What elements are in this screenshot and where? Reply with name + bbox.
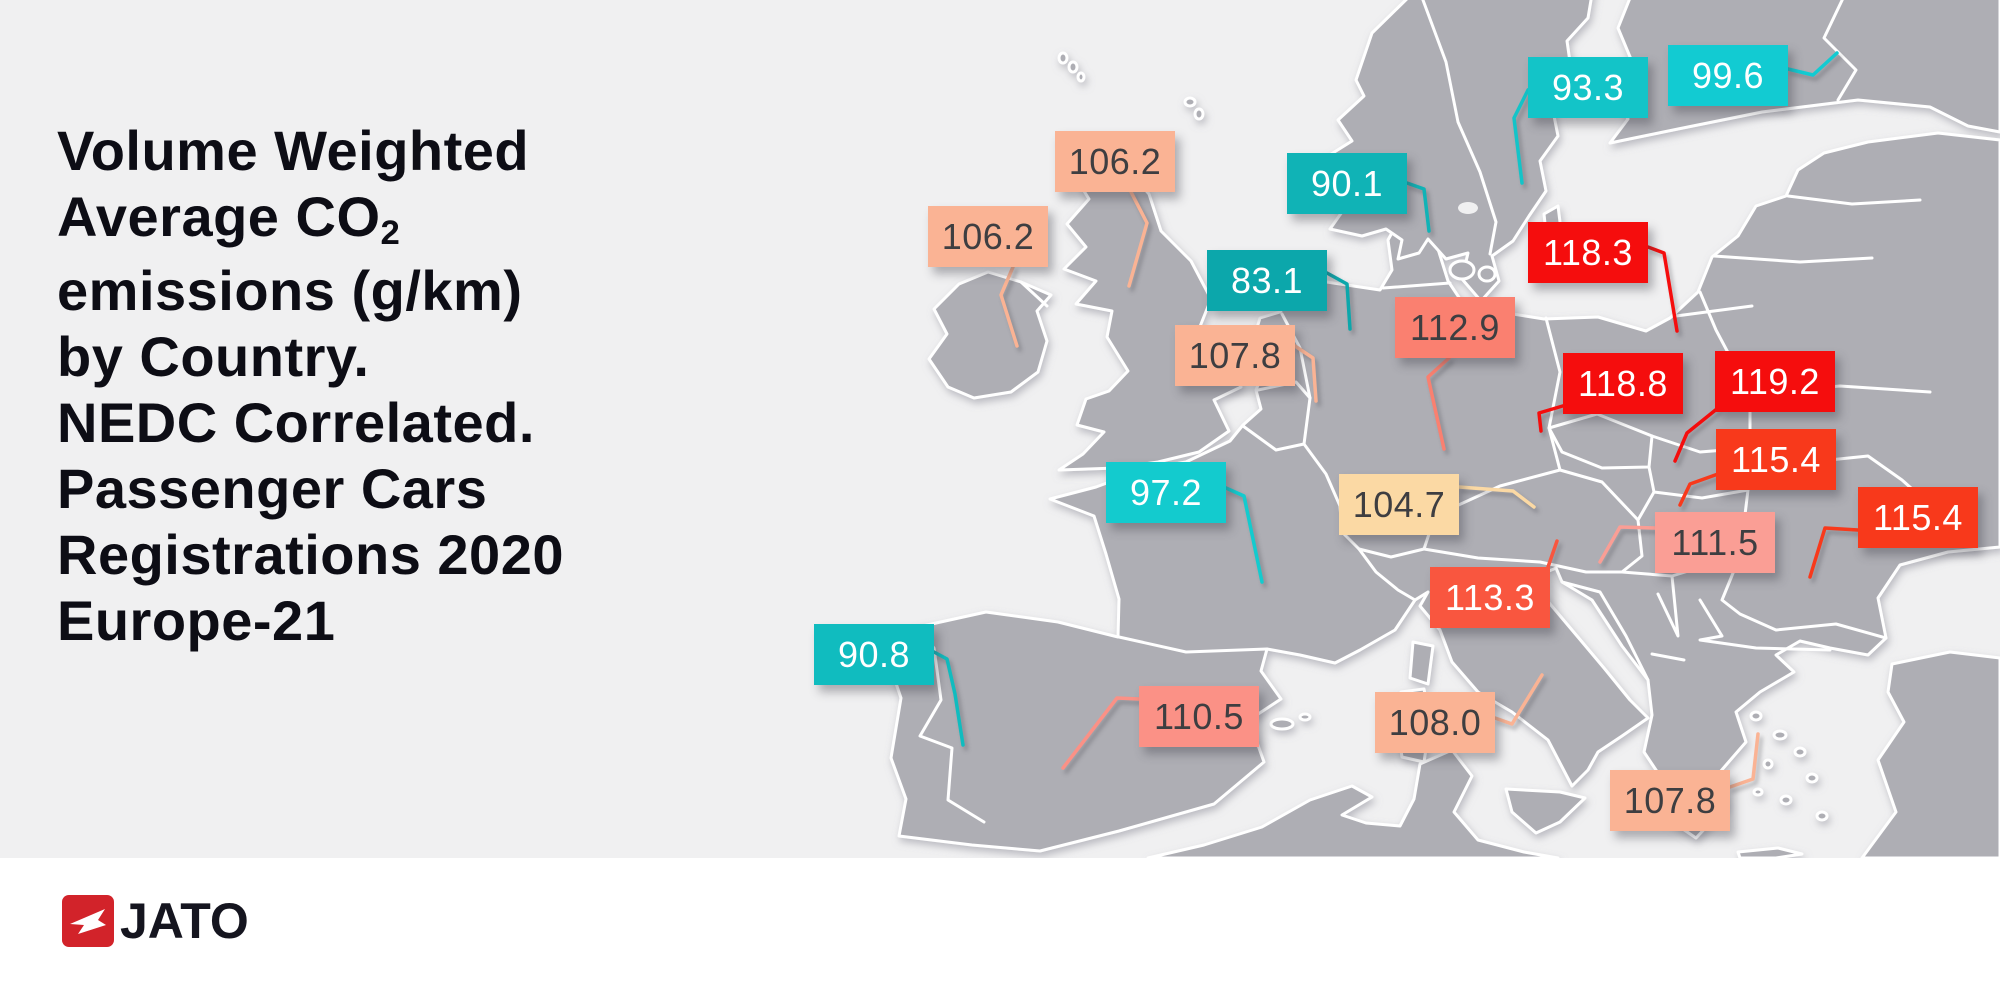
island-aegean-3 xyxy=(1793,746,1807,758)
map-label: 97.2 xyxy=(1106,462,1226,523)
island-zealand xyxy=(1448,259,1476,281)
island-aegean-7 xyxy=(1752,787,1764,797)
leader-line xyxy=(1405,181,1431,233)
leader-line xyxy=(999,265,1019,348)
leader-line xyxy=(1293,344,1318,403)
island-crete xyxy=(1736,846,1804,858)
map-label: 106.2 xyxy=(928,206,1048,267)
island-faroe-1 xyxy=(1057,51,1069,65)
landmass-scandinavia xyxy=(1322,0,1593,303)
leader-line xyxy=(1061,696,1141,770)
island-faroe-2 xyxy=(1067,60,1079,74)
leader-line xyxy=(1457,485,1536,509)
island-menorca xyxy=(1298,712,1312,722)
leader-line xyxy=(1598,525,1657,564)
island-mallorca xyxy=(1269,717,1295,731)
footer-band: JATO xyxy=(0,858,2000,982)
leader-line xyxy=(1646,245,1679,333)
leader-line xyxy=(1678,472,1720,507)
map-label: 112.9 xyxy=(1395,297,1515,358)
map-label: 118.8 xyxy=(1563,353,1683,414)
island-aegean-2 xyxy=(1772,729,1788,741)
title-line: Europe-21 xyxy=(57,589,336,652)
leader-line xyxy=(1512,88,1530,185)
map-label: 113.3 xyxy=(1430,567,1550,628)
subscript: 2 xyxy=(380,213,401,252)
map-label: 107.8 xyxy=(1175,325,1295,386)
island-aegean-4 xyxy=(1762,758,1774,770)
title-line: Registrations 2020 xyxy=(57,523,564,586)
map-label: 119.2 xyxy=(1715,351,1835,412)
map-label: 110.5 xyxy=(1139,686,1259,747)
leader-lines xyxy=(932,51,1860,789)
landmass-ireland xyxy=(927,270,1053,400)
island-funen xyxy=(1477,265,1497,283)
leader-line xyxy=(1728,732,1760,789)
island-faroe-3 xyxy=(1076,71,1086,83)
europe-map-area: Volume Weighted Average CO2 emissions (g/k… xyxy=(57,0,2000,858)
map-label: 108.0 xyxy=(1375,692,1495,753)
jato-arrow-icon xyxy=(62,895,114,947)
island-aegean-6 xyxy=(1779,794,1793,806)
leader-line xyxy=(1537,403,1568,433)
map-label: 111.5 xyxy=(1655,512,1775,573)
title-line: Passenger Cars xyxy=(57,457,488,520)
leader-line xyxy=(1786,51,1839,77)
title-line: Average CO2 xyxy=(57,185,401,252)
title-line: emissions (g/km) xyxy=(57,259,523,322)
title-line: NEDC Correlated. xyxy=(57,391,535,454)
leader-line xyxy=(1325,271,1352,331)
leader-line xyxy=(932,650,965,747)
map-label: 106.2 xyxy=(1055,131,1175,192)
landmass-great-britain xyxy=(1057,145,1243,472)
jato-logo: JATO xyxy=(62,892,249,950)
island-aegean-5 xyxy=(1805,772,1819,784)
map-label: 115.4 xyxy=(1858,487,1978,548)
map-label: 115.4 xyxy=(1716,429,1836,490)
island-shetland xyxy=(1193,107,1205,121)
leader-line xyxy=(1426,356,1451,451)
landmass-north-africa xyxy=(1146,748,1560,858)
leader-line xyxy=(1673,406,1720,463)
map-label: 107.8 xyxy=(1610,770,1730,831)
landmass-turkey xyxy=(1860,650,2000,858)
leader-line xyxy=(1224,486,1264,584)
title-line: Volume Weighted xyxy=(57,119,530,182)
island-aegean-8 xyxy=(1815,810,1829,822)
jato-logo-text: JATO xyxy=(120,893,249,949)
island-sicily xyxy=(1504,787,1587,835)
map-label: 104.7 xyxy=(1339,474,1459,535)
leader-line xyxy=(1808,526,1860,579)
chart-title: Volume Weighted Average CO2 emissions (g/k… xyxy=(57,118,697,654)
leader-line xyxy=(1546,539,1559,569)
island-aegean-1 xyxy=(1749,710,1763,722)
map-label: 99.6 xyxy=(1668,45,1788,106)
lake-vanern xyxy=(1458,202,1478,214)
island-corsica xyxy=(1408,640,1435,686)
title-line: by Country. xyxy=(57,325,370,388)
map-label: 83.1 xyxy=(1207,250,1327,311)
map-label: 118.3 xyxy=(1528,222,1648,283)
leader-line xyxy=(1493,673,1544,726)
island-orkney xyxy=(1183,96,1197,108)
map-label: 93.3 xyxy=(1528,57,1648,118)
map-label: 90.1 xyxy=(1287,153,1407,214)
leader-line xyxy=(1127,190,1149,288)
map-label: 90.8 xyxy=(814,624,934,685)
